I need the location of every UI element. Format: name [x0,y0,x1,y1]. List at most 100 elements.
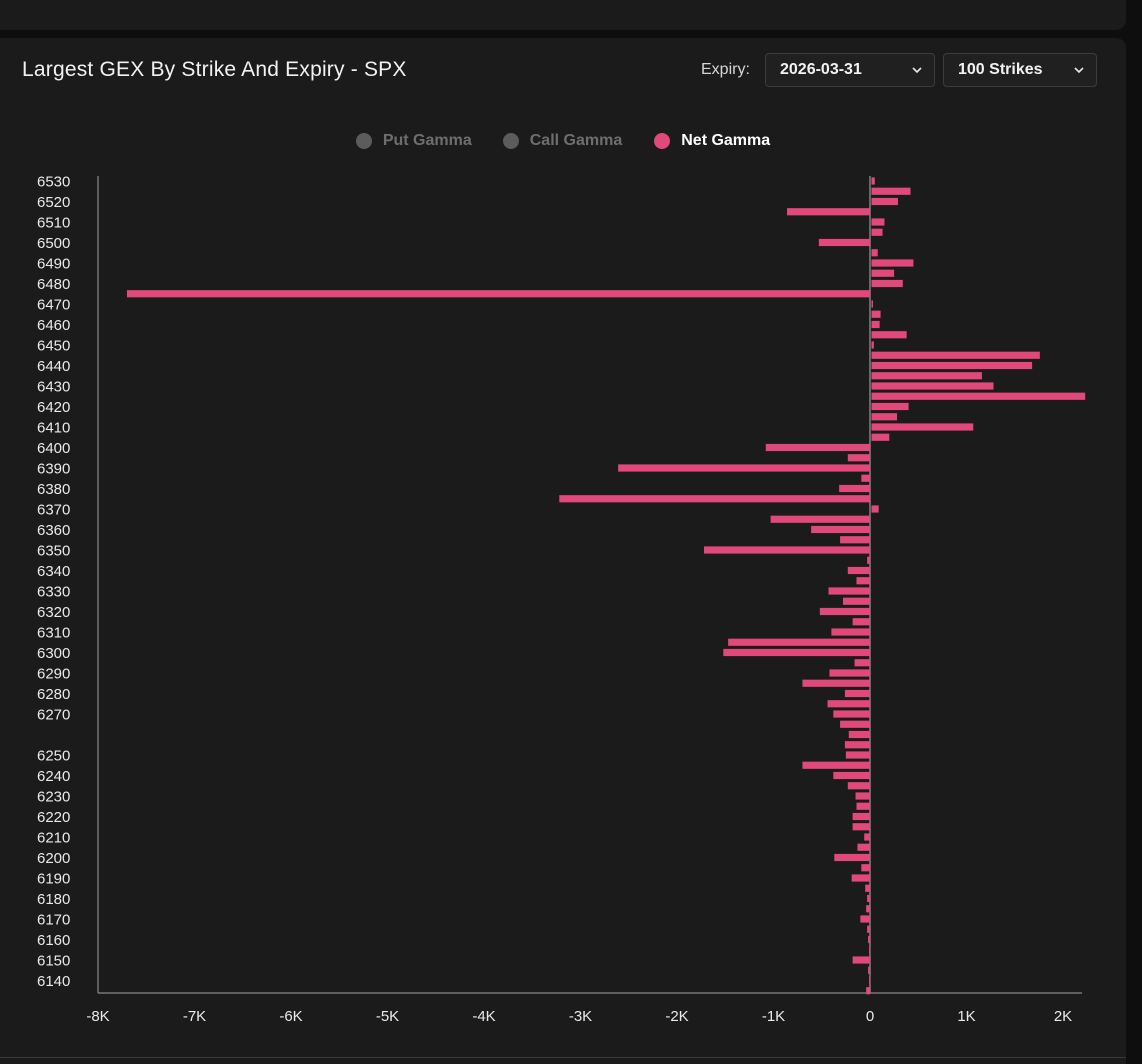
bar-strike-6265[interactable] [840,720,870,728]
bar-strike-6420[interactable] [871,402,909,411]
bar-strike-6350[interactable] [704,546,870,554]
bar-strike-6290[interactable] [829,669,870,677]
legend-label: Call Gamma [529,132,623,149]
bar-strike-6170[interactable] [860,915,870,923]
bar-strike-6230[interactable] [855,792,870,800]
bar-strike-6360[interactable] [811,525,870,534]
bar-strike-6175[interactable] [866,905,870,913]
bar-strike-6340[interactable] [847,566,870,575]
bar-strike-6455[interactable] [871,331,907,339]
bar-strike-6185[interactable] [865,884,870,892]
bar-strike-6295[interactable] [854,659,870,667]
bar-strike-6220[interactable] [852,812,870,821]
x-tick-label: -3K [569,1008,592,1025]
bar-strike-6530[interactable] [871,177,875,185]
bar-strike-6460[interactable] [871,320,880,329]
legend-put-gamma[interactable]: Put Gamma [355,132,472,150]
bar-strike-6365[interactable] [770,515,870,523]
bar-strike-6150[interactable] [852,956,870,964]
bar-strike-6280[interactable] [844,689,870,698]
y-tick-label: 6460 [37,317,70,334]
bar-strike-6205[interactable] [857,843,870,851]
y-tick-label: 6160 [37,932,70,949]
bar-strike-6155[interactable] [869,946,871,954]
legend-net-gamma[interactable]: Net Gamma [654,132,770,150]
strikes-select[interactable]: 100 Strikes [943,53,1097,87]
bar-strike-6470[interactable] [871,300,874,308]
bar-strike-6395[interactable] [847,454,870,462]
bar-strike-6215[interactable] [852,823,870,831]
bar-strike-6495[interactable] [871,249,878,257]
y-tick-label: 6360 [37,522,70,539]
x-tick-label: 1K [957,1008,975,1025]
bar-strike-6440[interactable] [871,361,1033,370]
bar-strike-6235[interactable] [847,782,870,790]
bar-strike-6450[interactable] [871,341,874,349]
bar-strike-6480[interactable] [871,279,903,288]
chevron-down-icon [912,67,922,74]
bar-strike-6435[interactable] [871,372,982,380]
bar-strike-6475[interactable] [126,290,870,298]
bar-strike-6335[interactable] [856,577,870,585]
bar-strike-6305[interactable] [728,638,870,646]
bar-strike-6330[interactable] [828,587,870,595]
bar-strike-6225[interactable] [856,802,870,810]
bar-strike-6425[interactable] [871,392,1086,400]
bar-strike-6255[interactable] [844,741,870,749]
bar-strike-6190[interactable] [851,874,870,882]
bar-strike-6135[interactable] [866,987,870,995]
bar-strike-6500[interactable] [818,238,870,247]
bar-strike-6240[interactable] [833,771,870,780]
y-tick-label: 6280 [37,686,70,703]
bar-strike-6180[interactable] [867,894,870,903]
bar-strike-6195[interactable] [861,864,870,872]
legend-call-gamma[interactable]: Call Gamma [502,132,623,150]
bar-strike-6160[interactable] [868,935,870,944]
bar-strike-6525[interactable] [871,187,911,195]
bar-strike-6520[interactable] [871,197,898,206]
y-tick-label: 6420 [37,399,70,416]
bar-strike-6250[interactable] [845,751,870,759]
bar-strike-6375[interactable] [559,495,870,503]
bar-strike-6145[interactable] [868,966,870,974]
bar-strike-6385[interactable] [861,474,870,482]
bar-strike-6345[interactable] [867,556,870,564]
bar-strike-6200[interactable] [834,853,870,862]
bar-strike-6300[interactable] [723,648,870,657]
legend-dot-icon [654,133,671,149]
bar-strike-6315[interactable] [852,618,870,626]
bar-strike-6260[interactable] [848,730,870,739]
bar-strike-6445[interactable] [871,351,1040,359]
bar-strike-6515[interactable] [787,208,870,216]
bar-strike-6355[interactable] [840,536,870,544]
bar-strike-6285[interactable] [802,679,870,687]
bar-strike-6415[interactable] [871,413,898,421]
bar-strike-6310[interactable] [831,628,870,636]
bar-strike-6510[interactable] [871,218,885,226]
bar-strike-6405[interactable] [871,433,890,441]
bar-strike-6390[interactable] [618,464,870,472]
bar-strike-6505[interactable] [871,228,883,236]
bar-strike-6275[interactable] [827,700,870,708]
bar-strike-6325[interactable] [842,597,870,605]
y-tick-label: 6410 [37,420,70,437]
bar-strike-6245[interactable] [802,761,870,769]
bar-strike-6140[interactable] [869,976,871,985]
expiry-select[interactable]: 2026-03-31 [765,53,935,87]
bar-strike-6270[interactable] [833,710,870,718]
y-tick-label: 6530 [37,174,70,191]
bar-strike-6430[interactable] [871,382,994,390]
bar-strike-6380[interactable] [839,484,870,493]
gex-panel [0,38,1126,1064]
bar-strike-6370[interactable] [871,505,879,513]
bar-strike-6465[interactable] [871,310,881,318]
bar-strike-6210[interactable] [864,833,870,841]
bar-strike-6165[interactable] [867,925,870,933]
y-tick-label: 6370 [37,502,70,519]
bar-strike-6490[interactable] [871,259,914,267]
bar-strike-6400[interactable] [765,443,870,452]
bar-strike-6320[interactable] [819,607,870,616]
bar-strike-6485[interactable] [871,269,895,277]
legend-dot-icon [355,133,372,149]
bar-strike-6410[interactable] [871,423,974,431]
